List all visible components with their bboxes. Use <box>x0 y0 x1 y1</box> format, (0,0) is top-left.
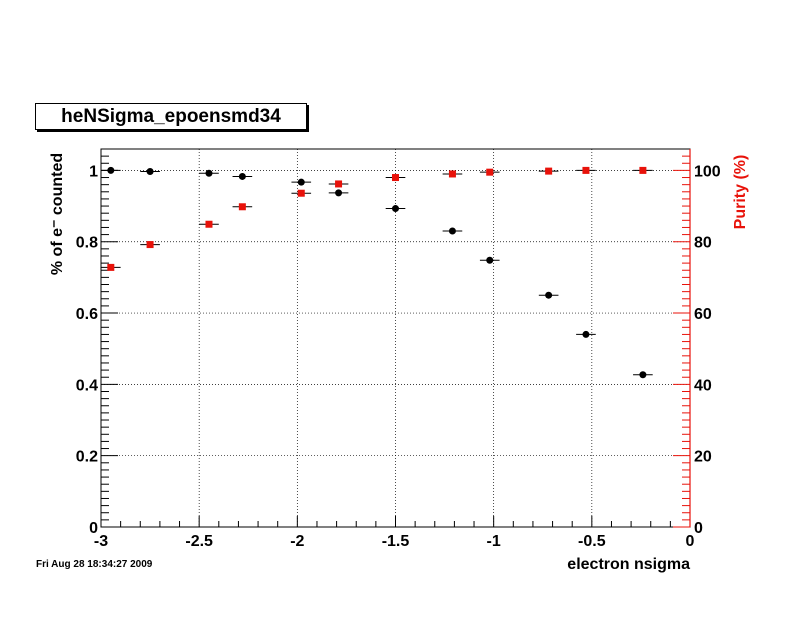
efficiency-point <box>205 169 213 177</box>
y-right-tick-label: 0 <box>694 520 703 537</box>
efficiency-point <box>582 330 590 338</box>
efficiency-point <box>107 166 115 174</box>
axis-layer: -3 -2.5 -2 -1.5 -1 -0.5 000.20.40.60.810204060… <box>76 148 721 550</box>
y-left-tick-label: 1 <box>89 163 98 180</box>
y-left-tick-label: 0.4 <box>76 377 98 394</box>
y-right-tick-label: 60 <box>694 306 712 323</box>
purity-point <box>392 174 399 182</box>
x-tick-label: -1.5 <box>382 533 410 550</box>
purity-point <box>146 241 154 249</box>
purity-point <box>582 166 590 174</box>
purity-point <box>205 220 213 228</box>
x-tick-label: -2.5 <box>185 533 213 550</box>
purity-point <box>545 167 553 175</box>
y-left-axis-label: % of e⁻ counted <box>49 153 66 275</box>
y-right-tick-label: 20 <box>694 449 712 466</box>
efficiency-point <box>392 205 399 213</box>
purity-point <box>297 189 305 197</box>
y-right-tick-label: 80 <box>694 235 712 252</box>
x-tick-label: -0.5 <box>578 533 606 550</box>
timestamp: Fri Aug 28 18:34:27 2009 <box>36 559 153 570</box>
y-right-tick-label: 100 <box>694 163 721 180</box>
x-tick-label: -1 <box>487 533 501 550</box>
efficiency-point <box>545 291 553 299</box>
x-tick-label: -2 <box>290 533 304 550</box>
purity-point <box>107 263 115 271</box>
x-axis-label: electron nsigma <box>567 556 690 573</box>
purity-point <box>335 180 343 188</box>
efficiency-point <box>486 256 494 264</box>
purity-point <box>486 168 494 176</box>
y-right-tick-label: 40 <box>694 377 712 394</box>
y-right-axis-label: Purity (%) <box>732 155 749 230</box>
purity-point <box>448 170 456 178</box>
y-left-tick-label: 0 <box>89 520 98 537</box>
efficiency-point <box>297 178 305 186</box>
efficiency-point <box>639 371 647 379</box>
efficiency-point <box>335 189 343 197</box>
x-tick-label: -3 <box>94 533 108 550</box>
efficiency-point <box>146 167 154 175</box>
purity-point <box>238 203 246 211</box>
efficiency-point <box>238 172 246 180</box>
efficiency-point <box>448 227 456 235</box>
y-left-tick-label: 0.8 <box>76 235 98 252</box>
y-left-tick-label: 0.6 <box>76 306 98 323</box>
chart-title: heNSigma_epoensmd34 <box>35 103 307 130</box>
mark-layer <box>101 166 653 379</box>
y-left-tick-label: 0.2 <box>76 449 98 466</box>
x-tick-label: 0 <box>686 533 695 550</box>
purity-point <box>639 166 647 174</box>
